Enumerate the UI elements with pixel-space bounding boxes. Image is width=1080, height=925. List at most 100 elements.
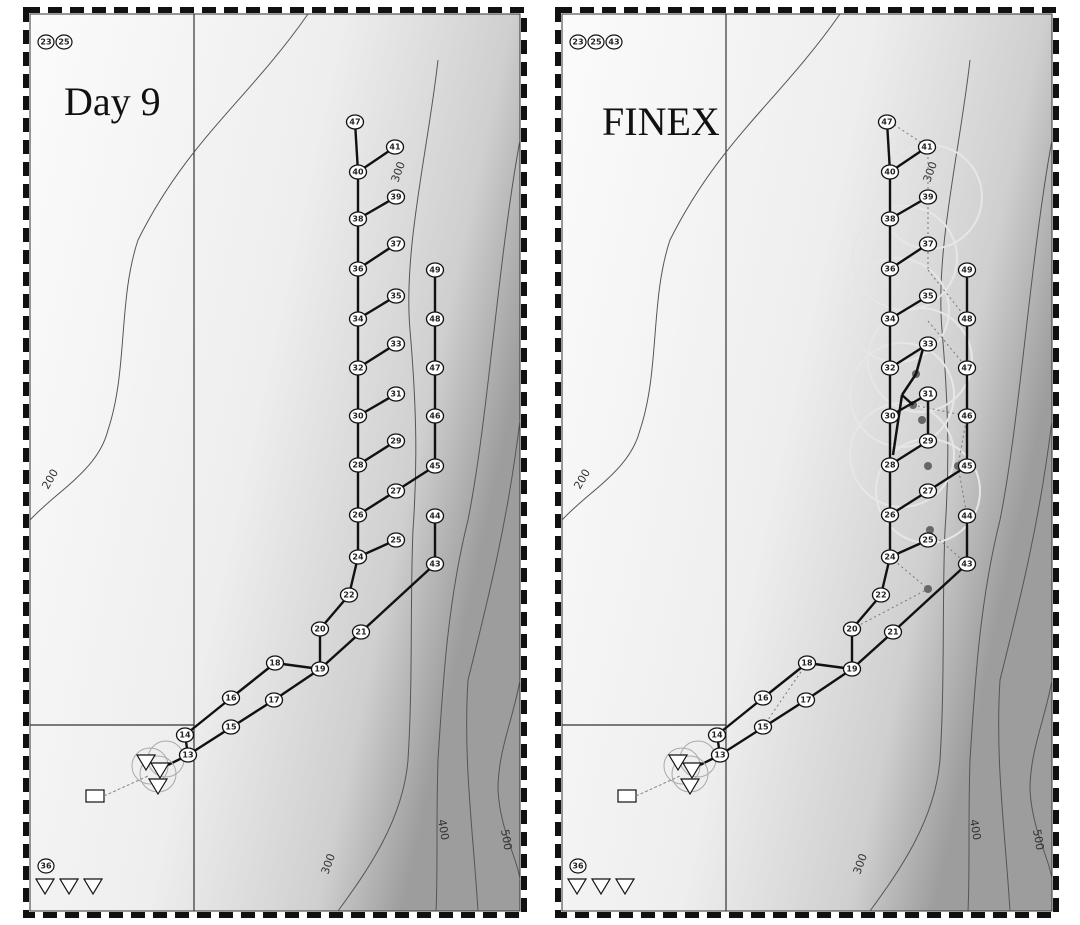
sea-background bbox=[30, 14, 520, 911]
waypoint-marker bbox=[425, 458, 445, 474]
legend-triangle-2 bbox=[82, 878, 104, 896]
waypoint-marker bbox=[880, 211, 900, 227]
waypoint-marker bbox=[710, 747, 730, 763]
cluster-triangle-2 bbox=[679, 778, 701, 796]
waypoint-label: 14 bbox=[711, 731, 723, 740]
waypoint-label: 38 bbox=[884, 215, 896, 224]
waypoint-label: 17 bbox=[268, 696, 279, 705]
waypoint-label: 45 bbox=[961, 462, 973, 471]
waypoint-marker bbox=[265, 655, 285, 671]
track-segment-33 bbox=[716, 697, 764, 736]
waypoint-marker bbox=[871, 587, 891, 603]
waypoint-15: 15 bbox=[221, 719, 241, 735]
waypoint-marker bbox=[386, 288, 406, 304]
map-frame bbox=[23, 7, 527, 918]
sensor-dot-8 bbox=[926, 526, 934, 534]
waypoint-label: 22 bbox=[343, 591, 354, 600]
contour-label-500: 500 bbox=[498, 828, 514, 851]
waypoint-marker bbox=[348, 408, 368, 424]
waypoint-marker bbox=[957, 458, 977, 474]
waypoint-marker bbox=[918, 336, 938, 352]
waypoint-marker bbox=[918, 386, 938, 402]
waypoint-label: 29 bbox=[922, 437, 934, 446]
dotted-link-8 bbox=[889, 556, 929, 590]
waypoint-26: 26 bbox=[348, 507, 368, 523]
waypoint-19: 19 bbox=[842, 661, 862, 677]
waypoint-15: 15 bbox=[753, 719, 773, 735]
waypoint-label: 44 bbox=[429, 512, 441, 521]
waypoint-label: 47 bbox=[429, 364, 440, 373]
finex-track-1 bbox=[891, 394, 904, 456]
waypoint-label: 31 bbox=[390, 390, 402, 399]
waypoint-label: 19 bbox=[314, 665, 326, 674]
legend-triangle-0 bbox=[566, 878, 588, 896]
depth-contour-4 bbox=[1029, 679, 1053, 881]
depth-contour-1 bbox=[869, 59, 971, 912]
waypoint-label: 47 bbox=[349, 118, 360, 127]
waypoint-marker bbox=[918, 532, 938, 548]
waypoint-marker bbox=[351, 624, 371, 640]
waypoint-49: 49 bbox=[957, 262, 977, 278]
waypoint-20: 20 bbox=[842, 621, 862, 637]
corner-badge-25: 25 bbox=[55, 34, 73, 50]
waypoint-25: 25 bbox=[386, 532, 406, 548]
waypoint-label: 13 bbox=[182, 751, 193, 760]
waypoint-43: 43 bbox=[957, 556, 977, 572]
waypoint-43: 43 bbox=[425, 556, 445, 572]
waypoint-39: 39 bbox=[386, 189, 406, 205]
cluster-ring-0 bbox=[131, 747, 169, 785]
waypoint-40: 40 bbox=[348, 164, 368, 180]
waypoint-13: 13 bbox=[710, 747, 730, 763]
waypoint-24: 24 bbox=[880, 549, 900, 565]
waypoint-31: 31 bbox=[918, 386, 938, 402]
dotted-link-2 bbox=[927, 269, 968, 320]
track-segment-0 bbox=[353, 121, 360, 173]
waypoint-32: 32 bbox=[348, 360, 368, 376]
waypoint-14: 14 bbox=[175, 727, 195, 743]
waypoint-21: 21 bbox=[351, 624, 371, 640]
frame-dashes bbox=[23, 7, 527, 918]
coverage-circle-3 bbox=[867, 307, 973, 413]
waypoint-label: 30 bbox=[352, 412, 364, 421]
waypoint-marker bbox=[425, 556, 445, 572]
waypoint-marker bbox=[310, 661, 330, 677]
waypoint-label: 21 bbox=[887, 628, 899, 637]
waypoint-39: 39 bbox=[918, 189, 938, 205]
waypoint-34: 34 bbox=[880, 311, 900, 327]
finex-track-0 bbox=[900, 373, 918, 396]
badge-ring bbox=[37, 858, 55, 874]
waypoint-label: 48 bbox=[429, 315, 441, 324]
dotted-link-6 bbox=[957, 465, 968, 517]
waypoint-marker bbox=[425, 311, 445, 327]
waypoint-label: 40 bbox=[352, 168, 364, 177]
start-marker-box bbox=[617, 789, 637, 803]
panel-title-finex: FINEX bbox=[602, 99, 720, 144]
waypoint-44: 44 bbox=[425, 508, 445, 524]
waypoint-label: 28 bbox=[352, 461, 364, 470]
waypoint-marker bbox=[957, 262, 977, 278]
corner-badge-23: 23 bbox=[37, 34, 55, 50]
legend-triangle-1 bbox=[58, 878, 80, 896]
waypoint-marker bbox=[917, 139, 937, 155]
waypoint-marker bbox=[883, 624, 903, 640]
waypoint-label: 36 bbox=[884, 265, 896, 274]
waypoint-marker bbox=[348, 549, 368, 565]
waypoint-label: 37 bbox=[390, 240, 401, 249]
waypoint-label: 19 bbox=[846, 665, 858, 674]
track-segment-29 bbox=[851, 631, 894, 670]
badge-ring bbox=[55, 34, 73, 50]
waypoint-label: 46 bbox=[961, 412, 973, 421]
depth-contour-0 bbox=[561, 13, 841, 521]
waypoint-marker bbox=[386, 236, 406, 252]
waypoint-48: 48 bbox=[957, 311, 977, 327]
waypoint-41: 41 bbox=[917, 139, 937, 155]
contour-label-500: 500 bbox=[1030, 828, 1046, 851]
waypoint-36: 36 bbox=[348, 261, 368, 277]
waypoint-17: 17 bbox=[796, 692, 816, 708]
waypoint-label: 18 bbox=[269, 659, 281, 668]
waypoint-marker bbox=[880, 457, 900, 473]
waypoint-label: 24 bbox=[884, 553, 896, 562]
corner-badge-43: 43 bbox=[605, 34, 623, 50]
waypoint-label: 46 bbox=[429, 412, 441, 421]
